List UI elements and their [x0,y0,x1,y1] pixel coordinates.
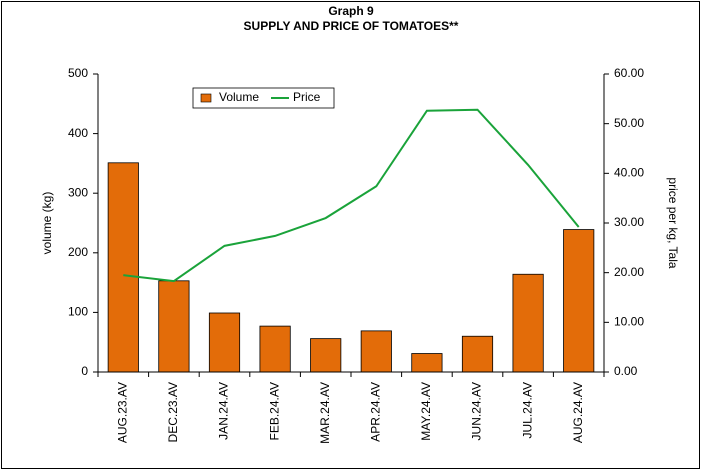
legend-box [192,87,335,109]
x-tick-label: FEB.24.AV [267,382,281,440]
x-tick-label: MAY.24.AV [419,382,433,441]
legend-label: Price [293,90,321,104]
y-tick-label: 200 [68,245,88,259]
x-tick-label: MAR.24.AV [318,382,332,444]
y2-tick-label: 0.00 [614,364,638,378]
y-tick-label: 0 [81,364,88,378]
legend-label: Volume [219,90,259,104]
y-axis-label: volume (kg) [40,192,54,255]
bar [208,312,241,373]
y2-tick-label: 30.00 [614,215,644,229]
bar [259,325,291,373]
bar [563,229,595,373]
legend-swatch [200,93,212,103]
x-tick-label: JAN.24.AV [217,382,231,440]
y2-tick-label: 50.00 [614,116,644,130]
x-tick-label: AUG.24.AV [571,382,585,443]
bar [158,280,190,373]
bar [360,330,392,373]
bar [461,335,494,373]
bar [107,162,139,373]
y-tick-label: 400 [68,126,88,140]
price-line [123,108,580,283]
x-tick-label: JUN.24.AV [470,382,484,440]
y2-tick-label: 40.00 [614,166,644,180]
y-tick-label: 300 [68,185,88,199]
x-tick-label: APR.24.AV [368,382,382,442]
chart-subtitle: SUPPLY AND PRICE OF TOMATOES** [244,19,459,33]
chart-title: Graph 9 [328,4,374,18]
x-tick-label: DEC.23.AV [166,382,180,442]
bar [512,273,544,373]
y2-tick-label: 60.00 [614,66,644,80]
x-tick-label: AUG.23.AV [115,382,129,443]
bar [310,338,342,373]
bar [411,353,443,373]
y2-tick-label: 10.00 [614,315,644,329]
y-tick-label: 100 [68,305,88,319]
x-tick-label: JUL.24.AV [520,382,534,438]
y2-axis-label: price per kg, Tala [666,177,680,268]
y-tick-label: 500 [68,66,88,80]
y2-tick-label: 20.00 [614,265,644,279]
